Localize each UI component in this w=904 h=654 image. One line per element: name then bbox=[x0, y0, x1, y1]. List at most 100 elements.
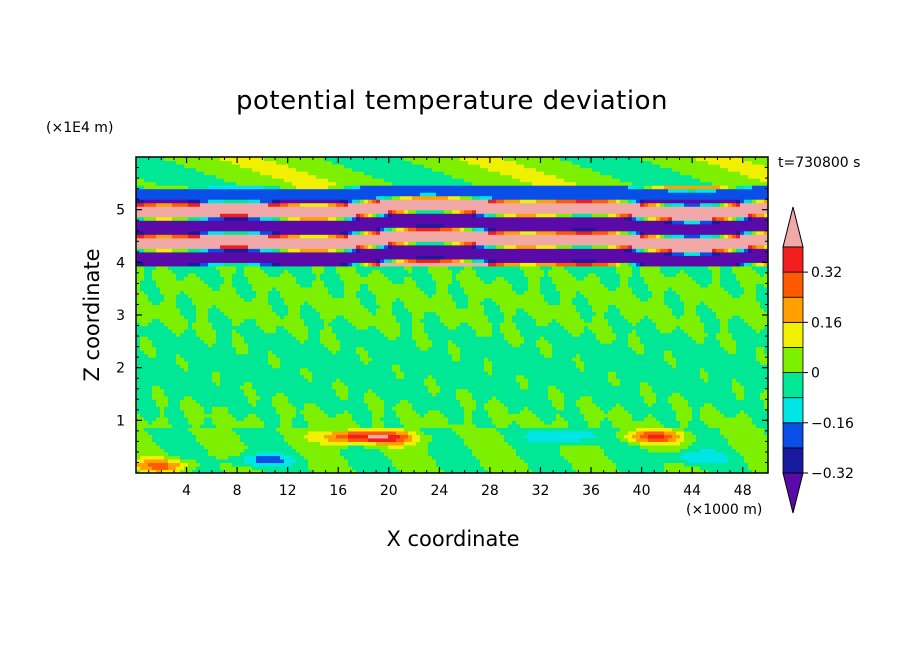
field-cell bbox=[324, 164, 329, 169]
field-cell bbox=[284, 465, 289, 471]
field-cell bbox=[296, 300, 301, 306]
field-cell bbox=[244, 315, 249, 320]
field-cell bbox=[316, 371, 321, 376]
field-cell bbox=[184, 336, 189, 341]
field-cell bbox=[280, 160, 285, 165]
field-cell bbox=[312, 392, 317, 397]
field-cell bbox=[272, 413, 277, 418]
field-cell bbox=[332, 448, 337, 453]
field-cell bbox=[264, 192, 269, 197]
field-cell bbox=[344, 458, 349, 464]
field-cell bbox=[252, 409, 257, 414]
field-cell bbox=[296, 451, 301, 457]
field-cell bbox=[236, 406, 241, 411]
field-cell bbox=[140, 318, 145, 323]
field-cell bbox=[344, 311, 349, 316]
field-cell bbox=[204, 315, 209, 320]
field-cell bbox=[236, 315, 241, 320]
field-cell bbox=[160, 276, 165, 281]
field-cell bbox=[224, 307, 229, 313]
field-cell bbox=[296, 220, 301, 225]
field-cell bbox=[176, 437, 181, 442]
field-cell bbox=[340, 357, 345, 362]
field-cell bbox=[232, 167, 237, 172]
field-cell bbox=[256, 188, 261, 193]
field-cell bbox=[204, 451, 209, 457]
field-cell bbox=[336, 395, 341, 400]
field-cell bbox=[328, 234, 333, 239]
field-cell bbox=[208, 465, 213, 471]
field-cell bbox=[164, 269, 169, 274]
field-cell bbox=[312, 209, 317, 214]
field-cell bbox=[256, 371, 261, 376]
field-cell bbox=[328, 248, 333, 253]
field-cell bbox=[332, 223, 337, 228]
field-cell bbox=[276, 269, 281, 274]
field-cell bbox=[292, 202, 297, 207]
field-cell bbox=[180, 374, 185, 379]
field-cell bbox=[148, 307, 153, 313]
field-cell bbox=[276, 371, 281, 376]
field-cell bbox=[340, 469, 345, 473]
field-cell bbox=[248, 251, 253, 256]
field-cell bbox=[296, 279, 301, 284]
field-cell bbox=[232, 230, 237, 235]
field-cell bbox=[356, 388, 361, 393]
field-cell bbox=[300, 392, 305, 397]
field-cell bbox=[260, 181, 265, 186]
field-cell bbox=[168, 367, 173, 372]
field-cell bbox=[312, 441, 317, 446]
field-cell bbox=[216, 381, 221, 386]
field-cell bbox=[240, 157, 245, 162]
field-cell bbox=[188, 160, 193, 165]
field-cell bbox=[196, 423, 201, 428]
field-cell bbox=[340, 332, 345, 337]
field-cell bbox=[176, 286, 181, 292]
field-cell bbox=[244, 255, 249, 260]
field-cell bbox=[256, 181, 261, 186]
field-cell bbox=[288, 185, 293, 190]
field-cell bbox=[252, 286, 257, 292]
field-cell bbox=[196, 420, 201, 425]
field-cell bbox=[168, 167, 173, 172]
field-cell bbox=[216, 262, 221, 267]
field-cell bbox=[248, 178, 253, 183]
field-cell bbox=[256, 332, 261, 337]
field-cell bbox=[232, 427, 237, 432]
field-cell bbox=[248, 420, 253, 425]
field-cell bbox=[288, 378, 293, 383]
field-cell bbox=[204, 181, 209, 186]
field-cell bbox=[236, 297, 241, 302]
field-cell bbox=[232, 241, 237, 246]
field-cell bbox=[220, 283, 225, 288]
field-cell bbox=[232, 258, 237, 263]
field-cell bbox=[136, 462, 141, 467]
field-cell bbox=[280, 185, 285, 190]
field-cell bbox=[160, 297, 165, 302]
field-cell bbox=[232, 251, 237, 256]
field-cell bbox=[268, 269, 273, 274]
field-cell bbox=[248, 423, 253, 428]
field-cell bbox=[272, 262, 277, 267]
field-cell bbox=[224, 448, 229, 453]
field-cell bbox=[160, 360, 165, 365]
field-cell bbox=[308, 213, 313, 218]
field-cell bbox=[168, 178, 173, 183]
field-cell bbox=[292, 209, 297, 214]
field-cell bbox=[352, 279, 357, 284]
field-cell bbox=[212, 311, 217, 316]
field-cell bbox=[208, 434, 213, 439]
field-cell bbox=[344, 343, 349, 348]
field-cell bbox=[276, 220, 281, 225]
field-cell bbox=[148, 174, 153, 179]
field-cell bbox=[292, 357, 297, 362]
field-cell bbox=[212, 406, 217, 411]
field-cell bbox=[340, 318, 345, 323]
field-cell bbox=[344, 378, 349, 383]
field-cell bbox=[152, 465, 157, 471]
field-cell bbox=[144, 423, 149, 428]
field-cell bbox=[216, 343, 221, 348]
field-cell bbox=[144, 262, 149, 267]
field-cell bbox=[332, 360, 337, 365]
field-cell bbox=[240, 262, 245, 267]
